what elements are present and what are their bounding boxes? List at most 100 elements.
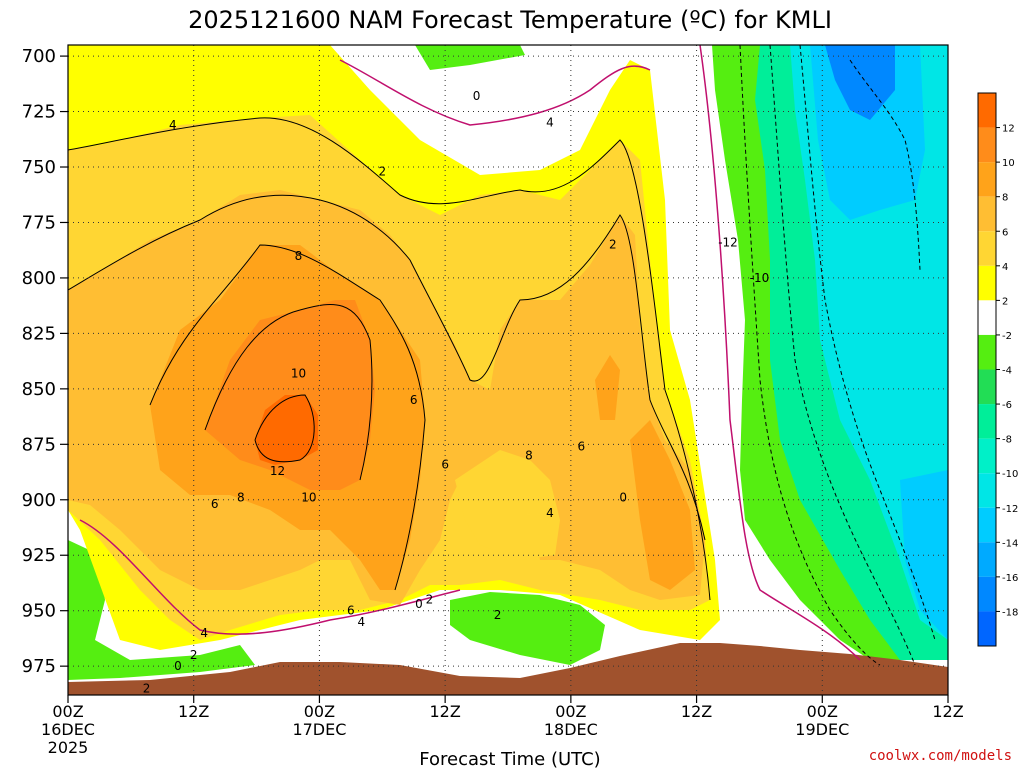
zero-contour-right (699, 45, 861, 661)
warm-region-12-plus (255, 395, 318, 465)
zero-contour-top (339, 59, 651, 126)
colorbar-bin-7 (978, 334, 996, 370)
colorbar-label-10: -10 (1002, 469, 1018, 480)
surface-terrain (68, 643, 948, 695)
cold-contour-4 (849, 59, 921, 271)
green-patch-top (415, 45, 525, 70)
colorbar-label-9: -8 (1002, 435, 1012, 446)
y-tick-label-925: 925 (22, 545, 56, 566)
colorbar-label-6: -2 (1002, 331, 1012, 342)
colorbar-label-11: -12 (1002, 504, 1018, 515)
x-tick-label-6: 00Z (807, 702, 838, 721)
temperature-fill-regions (68, 45, 948, 695)
colorbar-bin-12 (978, 507, 996, 543)
x-tick-label-4: 00Z (555, 702, 586, 721)
colorbar-bin-3 (978, 196, 996, 232)
contour-label-19: 6 (347, 604, 355, 618)
contour-label-5: 10 (291, 366, 306, 380)
x-tick-date-4: 18DEC (544, 720, 598, 739)
warm-pocket-yellow (455, 450, 560, 560)
contour-label-4: 8 (295, 249, 303, 263)
contour-label-11: 6 (441, 457, 449, 471)
contour-label-0: 4 (169, 118, 177, 132)
cold-region-sky-lower (900, 470, 948, 640)
colorbar-bin-5 (978, 265, 996, 301)
contour-lines (68, 117, 711, 601)
contour-label-10: 6 (410, 393, 418, 407)
contour-line-12 (254, 394, 315, 463)
colorbar-label-4: 4 (1002, 262, 1008, 273)
colorbar-label-1: 10 (1002, 158, 1015, 169)
x-tick-label-2: 00Z (304, 702, 335, 721)
y-tick-label-750: 750 (22, 157, 56, 178)
colorbar-label-5: 2 (1002, 296, 1008, 307)
cold-region-blue (825, 45, 895, 120)
contour-label-23: 2 (494, 608, 502, 622)
colorbar-bin-2 (978, 162, 996, 197)
y-tick-label-700: 700 (22, 46, 56, 67)
x-tick-date-6: 19DEC (795, 720, 849, 739)
x-tick-label-0: 00Z (52, 702, 83, 721)
cold-contour-2 (769, 45, 916, 666)
y-axis: 700 725 750 775 800 825 850 875 900 925 950 975 (22, 46, 68, 677)
x-tick-label-5: 12Z (681, 702, 712, 721)
contour-label-27: 2 (143, 681, 151, 695)
colorbar-label-12: -14 (1002, 538, 1018, 549)
freezing-contours (79, 45, 861, 661)
cold-contour-1 (739, 45, 881, 666)
colorbar-bin-13 (978, 542, 996, 577)
colorbar-bin-10 (978, 438, 996, 474)
x-axis-title: Forecast Time (UTC) (419, 749, 600, 768)
contour-label-18: -10 (750, 271, 770, 285)
contour-label-22: 2 (426, 593, 434, 607)
contour-label-21: 0 (415, 597, 423, 611)
contour-label-7: 6 (211, 497, 219, 511)
colorbar-bin-14 (978, 576, 996, 612)
contour-line-10 (204, 304, 373, 481)
plot-frame (67, 44, 949, 696)
x-tick-date-2: 17DEC (292, 720, 346, 739)
colorbar-label-8: -6 (1002, 400, 1012, 411)
y-tick-label-825: 825 (22, 323, 56, 344)
cold-contours (739, 45, 936, 666)
cold-contour-3 (799, 45, 936, 641)
contour-label-13: 6 (578, 440, 586, 454)
contour-label-12: 8 (525, 448, 533, 462)
y-tick-label-800: 800 (22, 268, 56, 289)
contour-label-16: 2 (609, 238, 617, 252)
colorbar-bin-6 (978, 300, 996, 335)
zero-contour-lower (79, 519, 461, 635)
colorbar-label-3: 6 (1002, 227, 1008, 238)
colorbar-bin-8 (978, 369, 996, 405)
contour-line-8 (149, 244, 426, 591)
contour-label-1: 2 (378, 164, 386, 178)
contour-label-20: 4 (358, 615, 366, 629)
contour-line-6 (68, 194, 706, 541)
colorbar-bin-9 (978, 404, 996, 439)
contour-label-26: 0 (174, 659, 182, 673)
colorbar-bin-15 (978, 611, 996, 646)
colorbar-bin-1 (978, 127, 996, 163)
colorbar-label-0: 12 (1002, 124, 1015, 135)
colorbar-bin-0 (978, 93, 996, 128)
x-tick-date-0: 16DEC (41, 720, 95, 739)
contour-label-24: 4 (200, 626, 208, 640)
chart-title: 2025121600 NAM Forecast Temperature (ºC)… (188, 6, 832, 34)
y-tick-label-975: 975 (22, 656, 56, 677)
green-patch-lower-left (68, 540, 255, 680)
contour-label-15: 0 (619, 491, 627, 505)
colorbar-label-13: -16 (1002, 573, 1018, 584)
contour-line-4 (68, 117, 711, 601)
y-tick-label-850: 850 (22, 379, 56, 400)
x-tick-label-3: 12Z (429, 702, 460, 721)
contour-label-2: 0 (473, 89, 481, 103)
y-tick-label-950: 950 (22, 601, 56, 622)
contour-label-14: 4 (546, 506, 554, 520)
contour-label-17: -12 (718, 235, 738, 249)
colorbar: 12 10 8 6 4 2 -2 -4 -6 -8 -10 -12 -14 -16 -18 (977, 92, 1018, 647)
contour-label-8: 8 (237, 491, 245, 505)
colorbar-label-2: 8 (1002, 193, 1008, 204)
colorbar-label-14: -18 (1002, 607, 1018, 618)
